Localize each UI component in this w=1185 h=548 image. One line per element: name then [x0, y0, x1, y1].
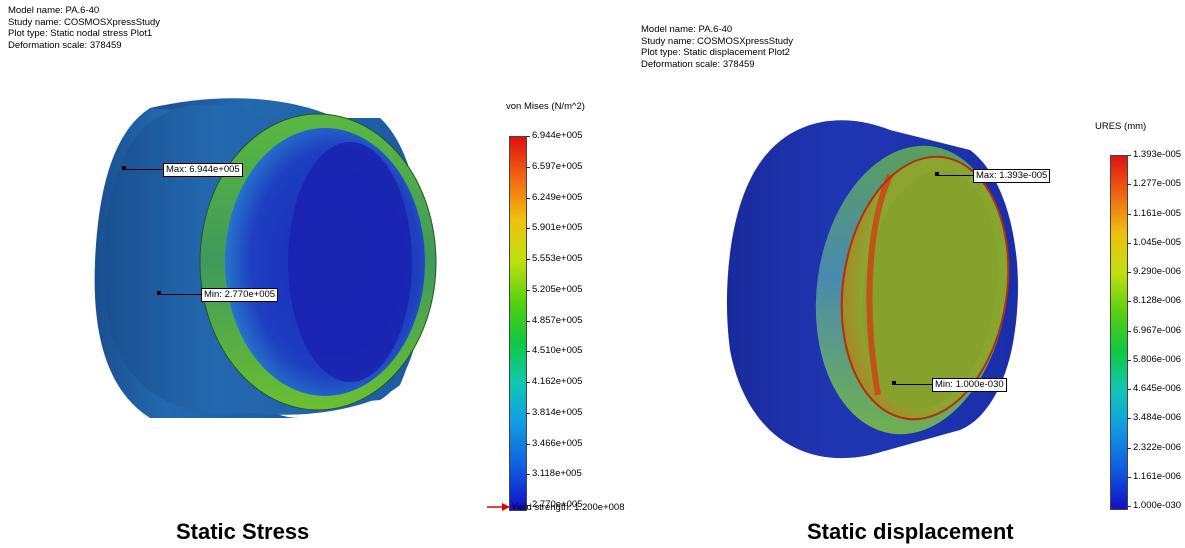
tick-mark — [1127, 272, 1131, 273]
tick-label: 4.645e-006 — [1133, 383, 1182, 394]
tick-label: 2.322e-006 — [1133, 442, 1182, 453]
tick-mark — [526, 198, 530, 199]
displacement-color-bar — [1110, 155, 1128, 510]
tick-label: 1.161e-005 — [1133, 208, 1182, 219]
model-name: Model name: PA.6-40 — [8, 5, 100, 16]
tick-mark — [526, 351, 530, 352]
tick-mark — [1127, 418, 1131, 419]
min-leader — [896, 384, 932, 385]
min-marker — [157, 291, 161, 295]
tick-label: 3.466e+005 — [532, 438, 583, 449]
tick-label: 4.162e+005 — [532, 376, 583, 387]
study-name: Study name: COSMOSXpressStudy — [641, 35, 794, 47]
max-leader — [939, 175, 973, 176]
tick-label: 2.770e+005 — [532, 499, 583, 510]
displacement-plot-panel: Model name: PA.6-40 Study name: COSMOSXp… — [640, 0, 1185, 548]
tick-label: 1.393e-005 — [1133, 149, 1182, 160]
deformation-scale: Deformation scale: 378459 — [641, 58, 755, 70]
min-callout: Min: 1.000e-030 — [932, 378, 1007, 392]
study-name: Study name: COSMOSXpressStudy — [8, 16, 161, 28]
yield-arrow-icon — [487, 503, 510, 511]
tick-mark — [1127, 389, 1131, 390]
stress-plot-info: Model name: PA.6-40 Study name: COSMOSXp… — [8, 5, 160, 51]
tick-label: 5.553e+005 — [532, 253, 583, 264]
tick-label: 5.901e+005 — [532, 222, 583, 233]
tick-label: 5.205e+005 — [532, 284, 583, 295]
tick-mark — [1127, 243, 1131, 244]
tick-mark — [1127, 448, 1131, 449]
tick-label: 1.277e-005 — [1133, 178, 1182, 189]
stress-cylinder-model — [94, 98, 437, 418]
max-callout: Max: 1.393e-005 — [973, 169, 1051, 183]
stress-legend-title: von Mises (N/m^2) — [506, 101, 585, 112]
tick-label: 3.484e-006 — [1133, 412, 1182, 423]
max-callout: Max: 6.944e+005 — [163, 163, 243, 177]
tick-mark — [526, 259, 530, 260]
min-leader — [161, 294, 201, 295]
tick-label: 6.967e-006 — [1133, 325, 1182, 336]
tick-label: 1.045e-005 — [1133, 237, 1182, 248]
tick-mark — [526, 413, 530, 414]
max-marker — [122, 166, 126, 170]
tick-label: 4.510e+005 — [532, 345, 583, 356]
plot-type: Plot type: Static displacement Plot2 — [641, 47, 790, 58]
tick-label: 4.857e+005 — [532, 315, 583, 326]
stress-caption: Static Stress — [176, 519, 310, 544]
max-marker — [935, 172, 939, 176]
deformation-scale: Deformation scale: 378459 — [8, 39, 122, 51]
stress-color-bar — [509, 136, 527, 511]
tick-mark — [1127, 477, 1131, 478]
plot-type: Plot type: Static nodal stress Plot1 — [8, 28, 153, 39]
stress-plot-panel: Model name: PA.6-40 Study name: COSMOSXp… — [8, 5, 625, 544]
displacement-cylinder-model — [726, 120, 1018, 459]
tick-mark — [526, 382, 530, 383]
tick-mark — [526, 167, 530, 168]
displacement-legend-title: URES (mm) — [1095, 121, 1147, 132]
yield-strength-label: Yield strength: 1.200e+008 — [511, 502, 625, 513]
tick-mark — [526, 474, 530, 475]
tick-mark — [1127, 506, 1131, 507]
tick-mark — [1127, 360, 1131, 361]
min-callout: Min: 2.770e+005 — [201, 288, 279, 302]
displacement-plot-info: Model name: PA.6-40 Study name: COSMOSXp… — [641, 24, 793, 70]
model-name: Model name: PA.6-40 — [641, 24, 733, 35]
tick-mark — [1127, 184, 1131, 185]
max-leader — [126, 169, 162, 170]
tick-mark — [526, 228, 530, 229]
tick-mark — [526, 505, 530, 506]
tick-label: 3.814e+005 — [532, 407, 583, 418]
tick-mark — [526, 321, 530, 322]
tick-mark — [526, 136, 530, 137]
tick-label: 8.128e-006 — [1133, 295, 1182, 306]
tick-label: 5.806e-006 — [1133, 354, 1182, 365]
displacement-caption: Static displacement — [807, 519, 1014, 544]
tick-mark — [1127, 155, 1131, 156]
tick-label: 1.161e-006 — [1133, 471, 1182, 482]
tick-mark — [1127, 301, 1131, 302]
min-marker — [892, 381, 896, 385]
tick-mark — [1127, 214, 1131, 215]
tick-mark — [1127, 331, 1131, 332]
tick-label: 6.249e+005 — [532, 192, 583, 203]
tick-mark — [526, 444, 530, 445]
tick-label: 1.000e-030 — [1133, 500, 1182, 511]
tick-label: 9.290e-006 — [1133, 266, 1182, 277]
tick-label: 6.944e+005 — [532, 130, 583, 141]
tick-mark — [526, 290, 530, 291]
tick-label: 3.118e+005 — [532, 468, 582, 479]
tick-label: 6.597e+005 — [532, 161, 583, 172]
